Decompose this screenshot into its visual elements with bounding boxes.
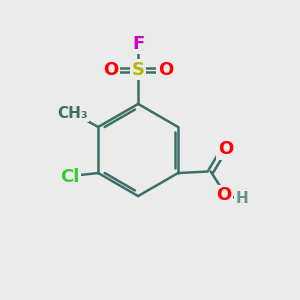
Text: O: O	[103, 61, 118, 79]
Text: O: O	[217, 186, 232, 204]
Text: CH₃: CH₃	[58, 106, 88, 121]
Text: H: H	[236, 191, 248, 206]
Text: S: S	[132, 61, 145, 79]
Text: O: O	[218, 140, 233, 158]
Text: F: F	[132, 34, 144, 52]
Text: O: O	[158, 61, 173, 79]
Text: Cl: Cl	[60, 168, 80, 186]
